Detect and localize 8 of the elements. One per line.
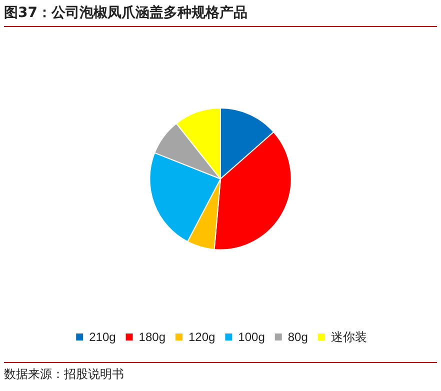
legend-label: 100g (238, 330, 265, 344)
legend-label: 210g (89, 330, 116, 344)
source-note: 数据来源：招股说明书 (4, 362, 437, 383)
legend-label: 180g (138, 330, 166, 344)
legend-label: 迷你装 (330, 330, 367, 344)
chart-title: 图37：公司泡椒凤爪涵盖多种规格产品 (4, 4, 437, 27)
legend-label: 80g (288, 330, 308, 344)
legend-label: 120g (188, 330, 216, 344)
